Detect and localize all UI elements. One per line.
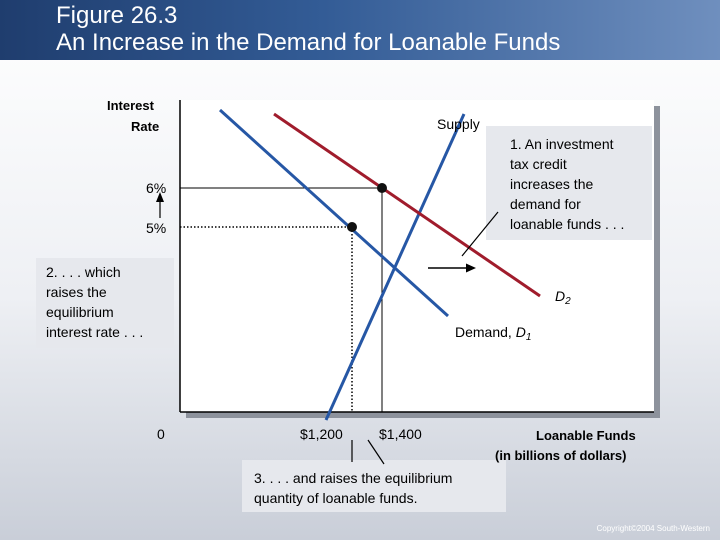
callout-3-line: 3. . . . and raises the equilibrium [254,470,453,486]
figure-title: An Increase in the Demand for Loanable F… [56,29,561,56]
leader-callout-1 [461,211,499,257]
callout-1-line: tax credit [510,156,567,172]
callout-2-line: raises the [46,284,107,300]
callout-3-line: quantity of loanable funds. [254,490,418,506]
callout-2-line: interest rate . . . [46,324,144,340]
callout-1-line: loanable funds . . . [510,216,625,232]
figure-number: Figure 26.3 [56,2,178,29]
callout-1-text: 1. An investment tax credit increases th… [510,134,624,234]
x-tick-1400: $1,400 [379,426,422,442]
callout-2-line: 2. . . . which [46,264,121,280]
leader-callout-3-right [367,439,385,465]
demand-d2-curve [273,112,541,298]
x-tick-1200: $1,200 [300,426,343,442]
equilibrium-point-new [377,183,387,193]
callout-1-line: increases the [510,176,594,192]
demand-d1-subscript: 1 [525,332,532,343]
copyright-notice: Copyright©2004 South-Western [596,524,710,533]
y-axis-label-line1: Interest [107,98,154,113]
callout-raises-rate [36,258,174,348]
callout-2-text: 2. . . . which raises the equilibrium in… [46,262,143,342]
y-tick-5pct: 5% [146,220,167,236]
demand-d2-letter: D [555,288,566,304]
x-axis-label-line2: (in billions of dollars) [495,448,627,463]
shift-arrow-head [466,263,476,273]
callout-1-line: 1. An investment [510,136,614,152]
callout-3-text: 3. . . . and raises the equilibrium quan… [254,468,452,508]
callout-investment-tax-credit [486,126,652,240]
y-axis-label-line2: Rate [131,119,160,134]
demand-d1-curve [218,108,450,318]
demand-d1-label: Demand, D1 [455,324,531,343]
demand-d1-letter: D [515,324,526,340]
interest-arrow-head [156,192,164,202]
title-bar [0,0,720,60]
origin-label: 0 [157,426,165,442]
callout-1-line: demand for [510,196,581,212]
equilibrium-point-old [347,222,357,232]
supply-label: Supply [437,116,480,132]
demand-d2-label: D2 [555,288,571,307]
x-axis-label-line1: Loanable Funds [536,428,636,443]
callout-raises-quantity-box [242,460,506,512]
y-tick-6pct: 6% [146,180,167,196]
demand-d1-prefix: Demand, [455,324,516,340]
demand-d2-subscript: 2 [565,296,571,307]
callout-2-line: equilibrium [46,304,114,320]
